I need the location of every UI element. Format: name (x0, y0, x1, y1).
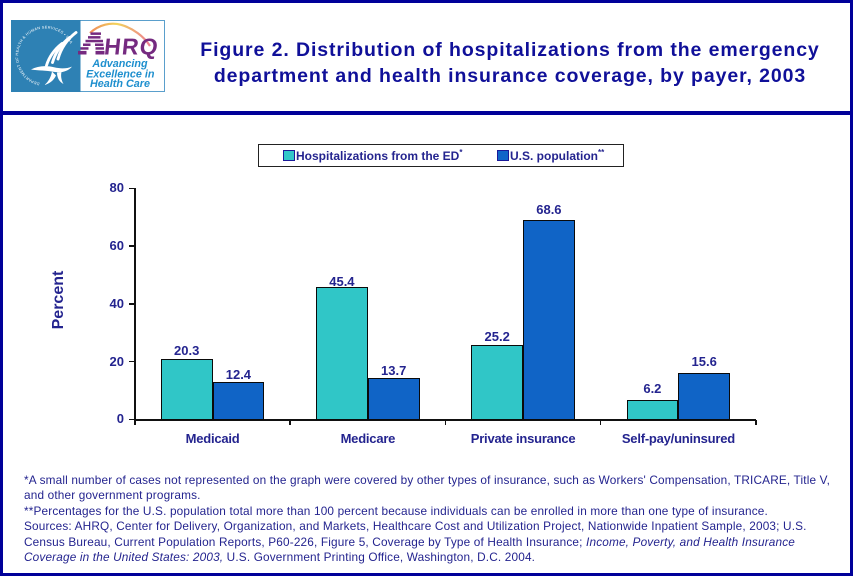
svg-text:HRQ: HRQ (103, 34, 160, 60)
svg-text:Advancing: Advancing (91, 58, 148, 70)
svg-text:Health Care: Health Care (90, 78, 150, 90)
svg-text:Excellence in: Excellence in (86, 68, 155, 80)
